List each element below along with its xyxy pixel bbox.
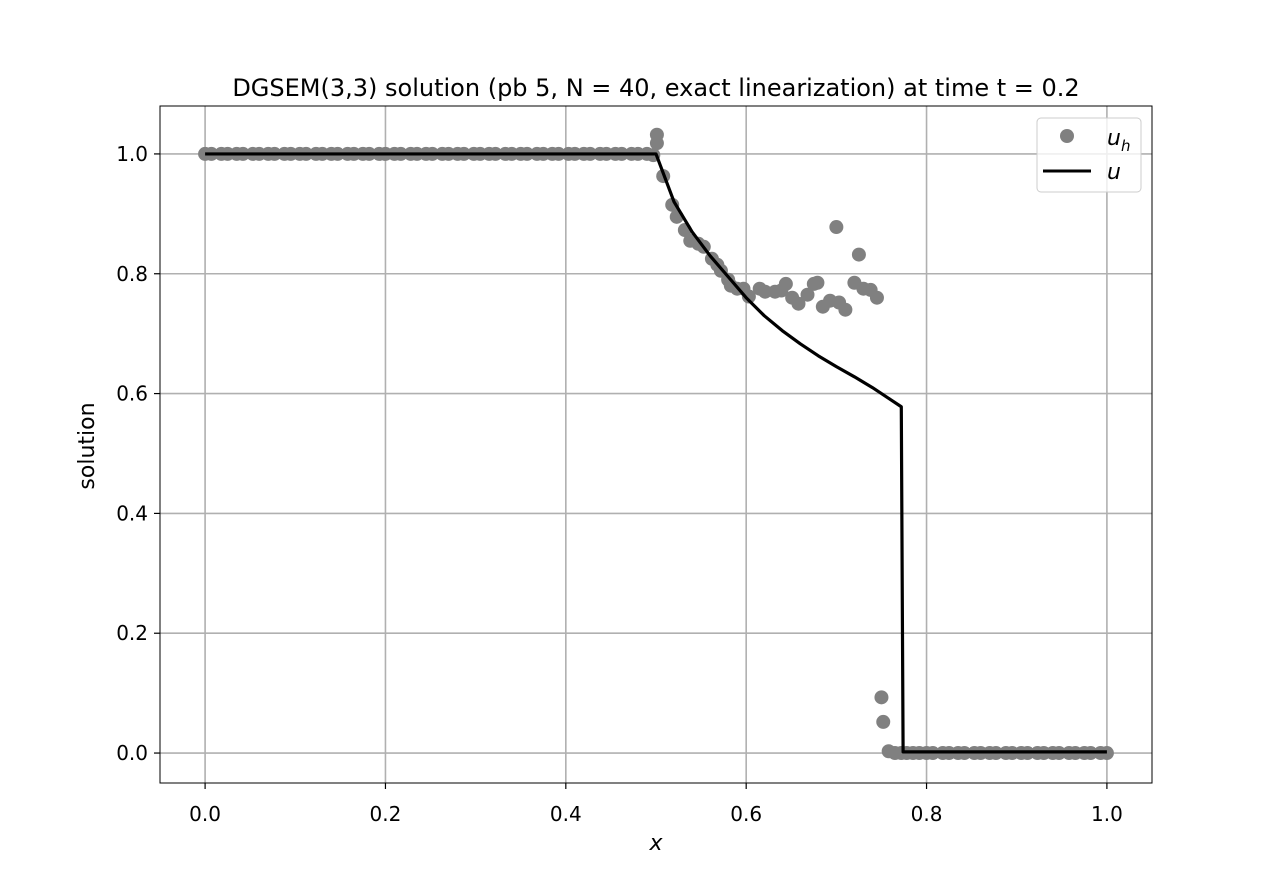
- uh-data-point: [851, 247, 866, 262]
- y-tick-label: 0.4: [116, 501, 148, 525]
- plot-data: [198, 127, 1114, 761]
- y-tick-label: 0.0: [116, 741, 148, 765]
- y-axis-label: solution: [75, 402, 100, 489]
- uh-data-point: [800, 287, 815, 302]
- x-tick-label: 0.8: [911, 802, 943, 826]
- x-axis-label: x: [648, 831, 663, 856]
- uh-data-point: [829, 220, 844, 235]
- legend-label-u: u: [1107, 160, 1121, 185]
- legend-marker-uh: [1060, 129, 1074, 143]
- y-tick-label: 0.8: [116, 262, 148, 286]
- legend-box: [1036, 117, 1142, 193]
- uh-data-point: [758, 284, 773, 299]
- uh-data-point: [791, 296, 806, 311]
- uh-data-point: [810, 275, 825, 290]
- uh-data-point: [665, 197, 680, 212]
- uh-data-point: [741, 289, 756, 304]
- uh-data-point: [838, 302, 853, 317]
- y-tick-label: 0.6: [116, 382, 148, 406]
- x-tick-label: 0.0: [189, 802, 221, 826]
- uh-data-point: [874, 690, 889, 705]
- plot-frame: [159, 105, 1153, 784]
- axis-ticks: 0.0 0.2 0.4 0.6 0.8 1.0 0.0 0.2 0.4 0.6 0.8 1.0: [116, 142, 1123, 826]
- grid: [160, 106, 1152, 783]
- u-exact-line: [205, 152, 1107, 754]
- legend: uh u: [1036, 117, 1142, 193]
- y-tick-label: 0.2: [116, 621, 148, 645]
- uh-data-point: [649, 136, 664, 151]
- uh-data-point: [869, 290, 884, 305]
- x-tick-label: 1.0: [1091, 802, 1123, 826]
- x-tick-label: 0.2: [370, 802, 402, 826]
- chart-title: DGSEM(3,3) solution (pb 5, N = 40, exact…: [232, 74, 1079, 102]
- x-tick-label: 0.4: [550, 802, 582, 826]
- uh-data-point: [778, 276, 793, 291]
- y-tick-label: 1.0: [116, 142, 148, 166]
- x-tick-label: 0.6: [730, 802, 762, 826]
- uh-data-point: [876, 714, 891, 729]
